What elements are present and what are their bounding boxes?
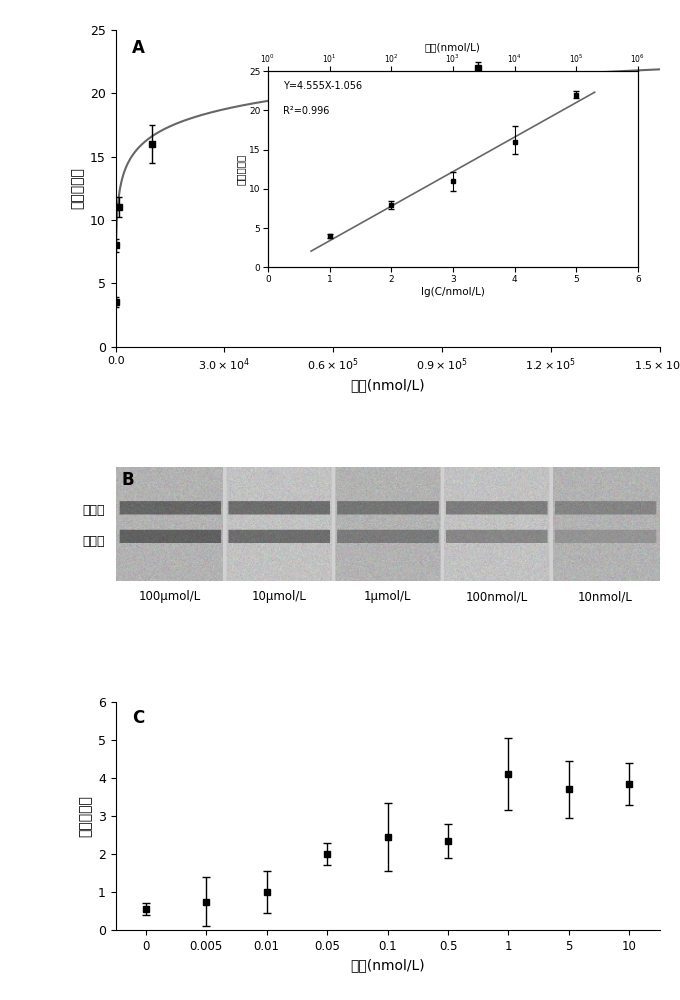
X-axis label: 浓度(nmol/L): 浓度(nmol/L) xyxy=(425,42,481,52)
Text: 1μmol/L: 1μmol/L xyxy=(364,590,411,603)
Text: 10μmol/L: 10μmol/L xyxy=(252,590,306,603)
Text: 质控线: 质控线 xyxy=(82,504,105,517)
Text: A: A xyxy=(132,39,145,57)
X-axis label: 浓度(nmol/L): 浓度(nmol/L) xyxy=(350,958,425,972)
Text: C: C xyxy=(132,709,144,727)
Y-axis label: 归一化強度: 归一化強度 xyxy=(71,167,84,209)
Text: 100nmol/L: 100nmol/L xyxy=(465,590,528,603)
Text: 检测线: 检测线 xyxy=(82,535,105,548)
Text: 100μmol/L: 100μmol/L xyxy=(139,590,201,603)
Y-axis label: 归一化強度: 归一化強度 xyxy=(78,795,92,837)
Text: B: B xyxy=(121,471,134,489)
Text: 10nmol/L: 10nmol/L xyxy=(578,590,632,603)
X-axis label: 浓度(nmol/L): 浓度(nmol/L) xyxy=(350,378,425,392)
